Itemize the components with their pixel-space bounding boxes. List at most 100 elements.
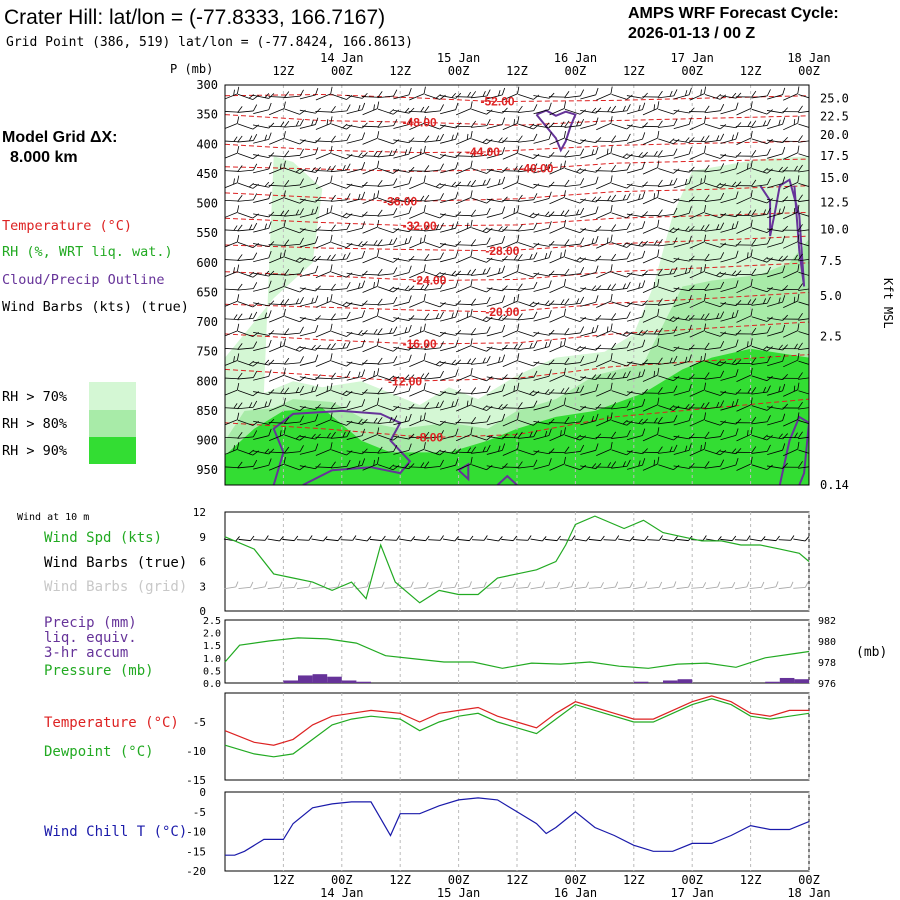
wind-barb-flag bbox=[797, 175, 800, 183]
wind-barb bbox=[315, 264, 333, 279]
wind-barb bbox=[299, 107, 321, 114]
wind-barb-flag bbox=[595, 265, 599, 273]
height-tick-label: 15.0 bbox=[820, 171, 849, 185]
wind-barb-flag bbox=[766, 148, 771, 156]
wind-barb-flag bbox=[377, 239, 383, 246]
wind-barb bbox=[362, 308, 380, 323]
wind-barb-flag bbox=[451, 181, 456, 187]
wind-barb-flag bbox=[611, 342, 617, 350]
wind-barb-shaft bbox=[580, 420, 596, 426]
wind-barb bbox=[237, 282, 258, 291]
wind-barb-flag bbox=[330, 205, 333, 213]
wind-barb-shaft bbox=[361, 362, 379, 365]
wind-barb-flag bbox=[455, 300, 462, 307]
wind-barb bbox=[798, 449, 809, 456]
wind-barb-flag bbox=[253, 459, 258, 467]
wind-barb bbox=[626, 132, 646, 144]
wind-barb-flag bbox=[330, 86, 333, 94]
wind-barb bbox=[409, 442, 426, 456]
wind-barb bbox=[704, 93, 727, 100]
wind-barb-flag bbox=[533, 193, 538, 200]
wind-barb-flag bbox=[782, 117, 786, 125]
wind-barb-shaft bbox=[330, 347, 347, 350]
wind-barb-flag bbox=[264, 223, 267, 230]
wind-barb-shaft bbox=[564, 286, 581, 293]
wind-barb-shaft bbox=[471, 316, 487, 323]
wind-barb-shaft bbox=[424, 110, 441, 113]
wind-barb bbox=[471, 296, 491, 306]
wind-barb bbox=[424, 163, 444, 173]
wind-barb bbox=[471, 197, 493, 204]
wind-barb-flag bbox=[315, 315, 321, 321]
wind-barb-shaft bbox=[704, 242, 721, 248]
wind-barb bbox=[751, 345, 773, 352]
wind-barb-flag bbox=[782, 255, 788, 262]
wind-barb bbox=[564, 444, 585, 454]
wind-barb bbox=[517, 252, 538, 262]
wind-barb-flag bbox=[486, 139, 493, 145]
wind-barb-flag bbox=[361, 132, 366, 140]
wind-barb-shaft bbox=[720, 332, 737, 336]
wind-barb bbox=[580, 235, 599, 248]
wind-barb-grid-shaft bbox=[486, 587, 499, 589]
wind-barb-flag bbox=[720, 192, 725, 200]
wind-barb bbox=[533, 270, 555, 277]
wind-barb bbox=[455, 131, 473, 145]
wind-barb-flag bbox=[626, 124, 633, 130]
wind-barb-flag bbox=[268, 458, 272, 466]
pressure-tick-label: 500 bbox=[196, 197, 218, 211]
wind-barb bbox=[330, 341, 351, 350]
wind-barb-flag bbox=[315, 206, 319, 214]
wind-barb-flag bbox=[704, 342, 710, 350]
wind-barb bbox=[783, 145, 800, 160]
wind-barb bbox=[471, 167, 493, 174]
wind-barb bbox=[253, 102, 272, 114]
wind-barb-shaft bbox=[518, 449, 534, 456]
wind-barb-true-shaft bbox=[457, 538, 470, 542]
wind-barb-shaft bbox=[471, 167, 487, 174]
wind-barb-flag bbox=[486, 346, 493, 352]
wind-barb-flag bbox=[470, 397, 473, 405]
wind-barb-shaft bbox=[377, 434, 394, 441]
wind-barb-shaft bbox=[798, 139, 809, 143]
wind-barb-flag bbox=[376, 249, 380, 257]
wind-barb-flag bbox=[326, 432, 331, 439]
wind-barb-flag bbox=[377, 328, 383, 335]
wind-barb-shaft bbox=[549, 137, 565, 145]
wind-barb-shaft bbox=[440, 375, 456, 381]
wind-barb-flag bbox=[595, 107, 602, 114]
wind-barb-flag bbox=[735, 92, 742, 99]
wind-speed-tick-label: 12 bbox=[193, 506, 206, 519]
wind-barb-flag bbox=[548, 132, 552, 140]
wind-barb-shaft bbox=[783, 241, 798, 249]
wind-barb-flag bbox=[299, 326, 304, 334]
wind-barb bbox=[455, 308, 473, 323]
wind-barb-shaft bbox=[455, 463, 472, 471]
precip-legend-line2: liq. equiv. bbox=[44, 630, 137, 646]
wind-barb-shaft bbox=[751, 345, 768, 352]
wind-barb-true-flag bbox=[600, 535, 605, 541]
wind-barb-true bbox=[778, 535, 795, 541]
wind-barb-shaft bbox=[502, 348, 519, 350]
wind-barb-shaft bbox=[315, 419, 331, 427]
wind-barb bbox=[362, 368, 380, 382]
bottom-date-label: 18 Jan bbox=[787, 886, 830, 900]
wind-barb bbox=[268, 387, 290, 394]
wind-barb-flag bbox=[455, 329, 462, 336]
wind-barb-flag bbox=[346, 124, 353, 130]
wind-barb-true-flag bbox=[323, 536, 328, 542]
wind-barb bbox=[377, 227, 400, 234]
wind-barb-shaft bbox=[253, 213, 269, 218]
wind-barb-shaft bbox=[736, 137, 752, 145]
wind-barb-flag bbox=[548, 458, 552, 466]
wind-barb-shaft bbox=[299, 168, 316, 173]
wind-barb bbox=[361, 446, 383, 454]
wind-barb-flag bbox=[439, 163, 444, 171]
wind-barb-flag bbox=[579, 168, 587, 174]
wind-barb-shaft bbox=[269, 226, 285, 234]
wind-barb-shaft bbox=[751, 227, 768, 233]
wind-barb-shaft bbox=[424, 242, 441, 248]
wind-barb bbox=[424, 390, 446, 397]
wind-barb-flag bbox=[455, 250, 459, 258]
wind-barb-shaft bbox=[720, 198, 737, 204]
